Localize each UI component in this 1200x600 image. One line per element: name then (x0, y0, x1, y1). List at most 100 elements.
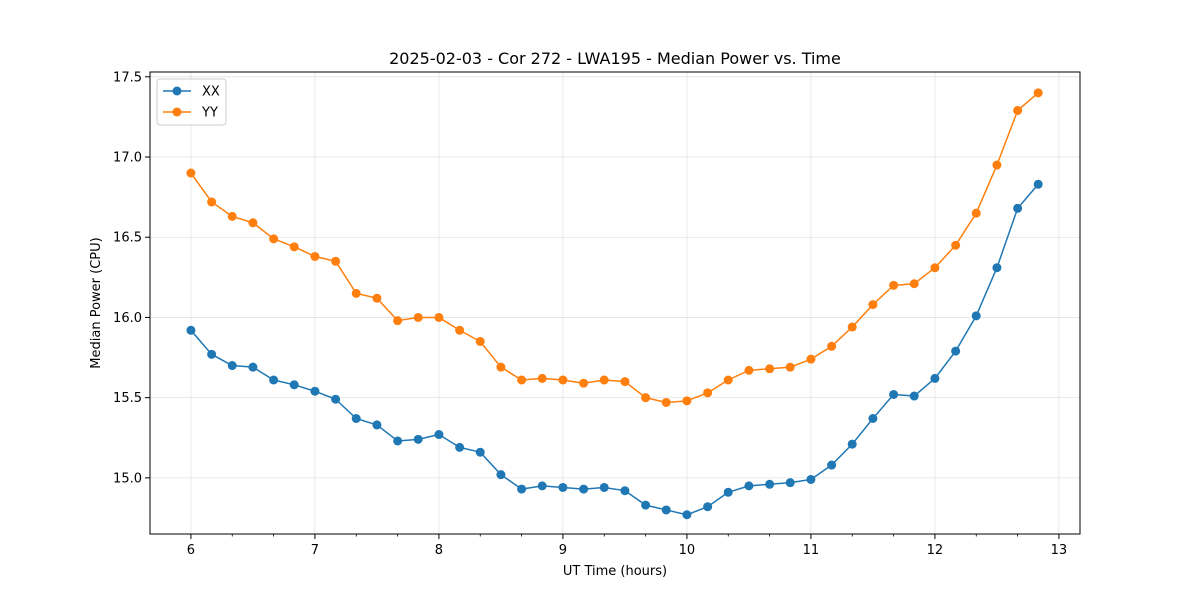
data-point-yy (579, 378, 589, 388)
legend-label-yy: YY (201, 106, 218, 121)
data-point-yy (475, 337, 485, 346)
data-point-xx (496, 470, 506, 480)
data-point-xx (889, 389, 899, 399)
data-point-xx (806, 474, 816, 484)
x-tick-label: 7 (311, 543, 319, 558)
data-point-xx (847, 439, 857, 449)
y-tick-label: 16.0 (113, 311, 142, 326)
legend-marker-yy (172, 107, 182, 117)
data-point-xx (909, 391, 919, 401)
data-point-xx (868, 414, 878, 423)
data-point-yy (889, 280, 899, 290)
data-point-yy (558, 375, 568, 385)
data-point-xx (537, 481, 547, 491)
data-point-xx (744, 481, 754, 491)
data-point-yy (641, 393, 651, 403)
data-point-yy (723, 375, 733, 385)
legend-marker-xx (172, 86, 182, 96)
data-point-yy (351, 288, 361, 298)
data-point-yy (537, 373, 547, 383)
data-point-xx (269, 375, 279, 385)
x-tick-label: 9 (559, 543, 567, 558)
data-point-yy (186, 168, 196, 178)
data-point-xx (517, 484, 527, 494)
data-point-xx (682, 510, 692, 520)
legend-label-xx: XX (202, 85, 220, 100)
data-point-xx (351, 414, 361, 423)
data-point-yy (1013, 106, 1023, 115)
axis-ticks: 6 7 8 9 10 11 12 13 15.0 15.5 16.0 16.5 17.0 17.5 (113, 70, 1067, 558)
data-point-yy (971, 208, 981, 218)
data-point-yy (496, 362, 506, 372)
y-tick-label: 17.5 (113, 70, 142, 85)
data-point-yy (682, 396, 692, 406)
gridlines (150, 72, 1080, 534)
data-point-yy (227, 211, 237, 221)
data-point-yy (703, 388, 713, 398)
data-point-xx (620, 486, 630, 496)
data-point-xx (331, 394, 341, 404)
data-point-xx (475, 447, 485, 457)
data-point-xx (393, 436, 403, 446)
data-point-xx (992, 263, 1002, 273)
data-point-xx (372, 420, 382, 430)
data-point-yy (868, 300, 878, 310)
y-tick-label: 16.5 (113, 231, 142, 246)
data-point-xx (558, 482, 568, 492)
x-tick-label: 10 (679, 543, 696, 558)
y-axis-label: Median Power (CPU) (89, 237, 104, 368)
data-point-xx (827, 460, 837, 470)
y-tick-label: 15.0 (113, 471, 142, 486)
data-point-xx (579, 484, 589, 494)
data-point-yy (393, 316, 403, 326)
legend: XX YY (156, 78, 227, 126)
data-point-xx (227, 361, 237, 371)
data-point-xx (1013, 203, 1023, 213)
chart-title: 2025-02-03 - Cor 272 - LWA195 - Median P… (389, 49, 841, 68)
data-point-xx (951, 346, 961, 356)
data-point-yy (951, 240, 961, 250)
data-point-xx (971, 311, 981, 321)
data-point-yy (413, 312, 423, 322)
data-point-xx (248, 362, 258, 372)
data-point-xx (599, 482, 609, 492)
data-point-xx (289, 380, 299, 390)
data-point-yy (785, 362, 795, 372)
data-point-xx (1033, 179, 1043, 189)
data-point-yy (248, 218, 258, 228)
data-point-yy (517, 375, 527, 385)
data-point-xx (310, 386, 320, 396)
x-axis-label: UT Time (hours) (563, 564, 667, 579)
data-point-xx (434, 430, 444, 440)
data-point-yy (289, 242, 299, 252)
data-point-xx (207, 349, 217, 359)
data-point-yy (372, 293, 382, 303)
data-point-yy (1033, 88, 1043, 98)
data-point-yy (455, 325, 465, 335)
data-point-yy (331, 256, 341, 266)
data-point-xx (413, 434, 423, 444)
data-point-yy (847, 322, 857, 332)
data-point-xx (455, 442, 465, 452)
y-tick-label: 17.0 (113, 151, 142, 166)
data-point-yy (909, 279, 919, 289)
data-point-xx (661, 505, 671, 515)
data-point-yy (765, 364, 775, 374)
data-point-yy (434, 312, 444, 322)
x-tick-label: 6 (187, 543, 195, 558)
data-point-xx (930, 373, 940, 383)
data-point-yy (661, 397, 671, 407)
data-point-yy (310, 251, 320, 261)
data-point-yy (620, 377, 630, 387)
data-point-xx (641, 500, 651, 510)
x-tick-label: 12 (927, 543, 944, 558)
data-point-yy (269, 234, 279, 244)
data-point-yy (827, 341, 837, 351)
series-layer (186, 88, 1043, 520)
plot-frame (149, 71, 1081, 535)
data-point-yy (744, 365, 754, 375)
data-point-yy (207, 197, 217, 207)
data-point-xx (723, 487, 733, 497)
data-point-xx (186, 325, 196, 335)
